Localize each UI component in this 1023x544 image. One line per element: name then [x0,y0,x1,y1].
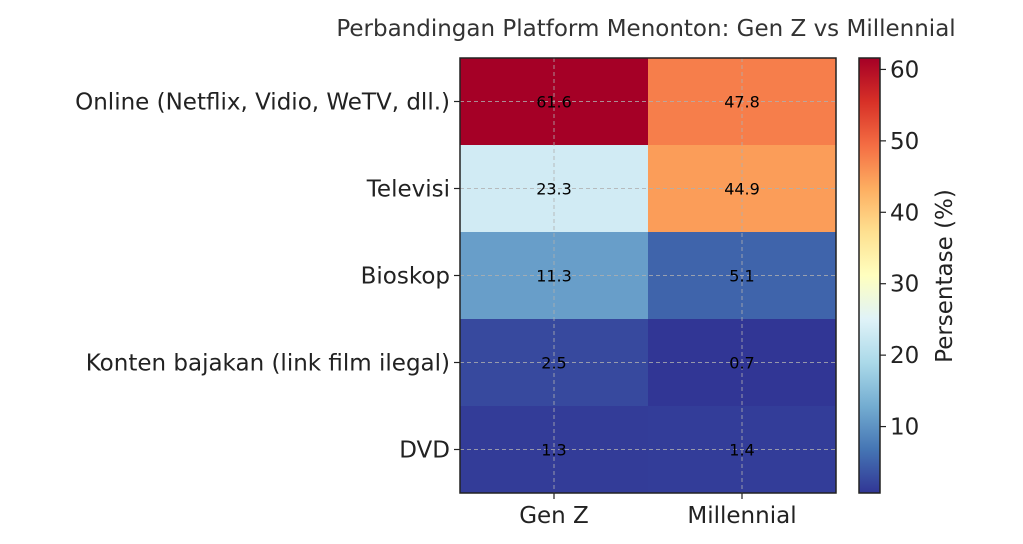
cell-value-label: 23.3 [536,180,572,199]
y-tick-label: Online (Netflix, Vidio, WeTV, dll.) [75,90,450,116]
chart-title: Perbandingan Platform Menonton: Gen Z vs… [336,16,955,42]
colorbar-ticks: 10 20 30 40 50 60 [880,57,919,441]
cell-value-label: 1.4 [729,441,754,460]
cell-value-label: 11.3 [536,267,572,286]
cell-value-label: 61.6 [536,93,572,112]
colorbar [858,57,881,494]
colorbar-tick-label: 10 [890,415,919,441]
y-tick-label: Bioskop [361,264,450,290]
y-tick-label: Televisi [366,177,450,203]
y-tick-label: Konten bajakan (link film ilegal) [86,351,450,377]
x-tick-label: Gen Z [519,503,589,529]
cell-value-label: 47.8 [724,93,760,112]
colorbar-tick-label: 20 [890,343,919,369]
colorbar-tick-label: 30 [890,272,919,298]
plot-frame [459,57,837,494]
cell-value-label: 5.1 [729,267,754,286]
cell-value-label: 0.7 [729,354,754,373]
x-tick-label: Millennial [687,503,796,529]
grid-lines [460,58,836,493]
x-axis-tick-labels: Gen Z Millennial [519,493,797,529]
y-tick-label: DVD [399,438,450,464]
cell-value-label: 44.9 [724,180,760,199]
colorbar-tick-label: 50 [890,129,919,155]
cell-value-label: 1.3 [541,441,566,460]
colorbar-tick-label: 60 [890,57,919,83]
colorbar-tick-label: 40 [890,200,919,226]
colorbar-label: Persentase (%) [932,189,958,363]
cell-value-label: 2.5 [541,354,566,373]
y-axis-tick-labels: Online (Netflix, Vidio, WeTV, dll.) Telev… [75,90,460,464]
cell-value-labels: 61.6 47.8 23.3 44.9 11.3 5.1 2.5 0.7 1.3 1.4 [536,93,760,460]
